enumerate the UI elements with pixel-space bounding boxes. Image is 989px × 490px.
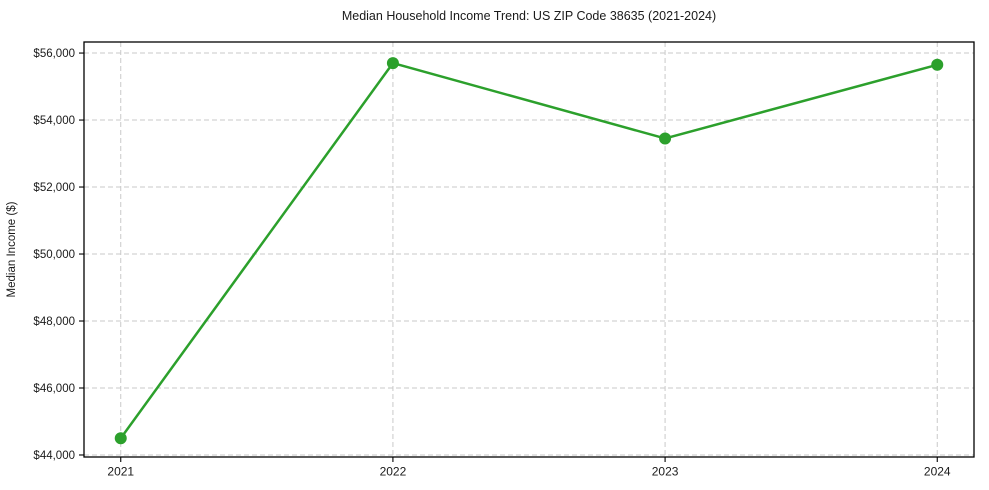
- y-tick-label: $44,000: [33, 450, 75, 462]
- data-point-2023: [659, 132, 672, 145]
- data-point-2024: [931, 58, 944, 71]
- chart-title: Median Household Income Trend: US ZIP Co…: [342, 9, 716, 23]
- x-tick-label: 2022: [380, 465, 407, 479]
- y-tick-label: $54,000: [33, 115, 75, 127]
- y-tick-label: $46,000: [33, 383, 75, 395]
- x-tick-label: 2021: [107, 465, 134, 479]
- data-point-2021: [114, 432, 127, 445]
- x-tick-label: 2024: [924, 465, 951, 479]
- trend-line: [119, 61, 939, 440]
- y-tick-label: $56,000: [33, 48, 75, 60]
- data-point-2022: [386, 57, 399, 70]
- plot-border: [83, 41, 975, 458]
- y-tick-label: $50,000: [33, 249, 75, 261]
- x-tick-label: 2023: [652, 465, 679, 479]
- y-axis-label: Median Income ($): [6, 201, 18, 297]
- y-tick-label: $52,000: [33, 182, 75, 194]
- y-tick-label: $48,000: [33, 316, 75, 328]
